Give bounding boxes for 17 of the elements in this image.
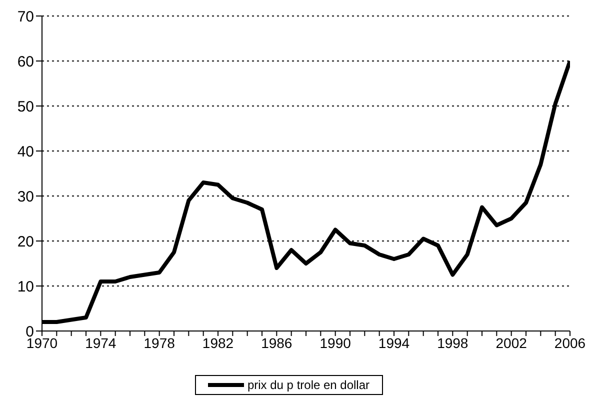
y-tick-label: 10 bbox=[17, 278, 34, 296]
x-tick-label: 2006 bbox=[554, 334, 586, 351]
x-tick-label: 2002 bbox=[496, 334, 528, 351]
y-tick-label: 20 bbox=[17, 233, 34, 250]
legend-label: prix du p trole en dollar bbox=[247, 378, 370, 392]
x-tick-label: 1998 bbox=[437, 334, 468, 351]
y-tick-label: 50 bbox=[17, 98, 34, 116]
x-tick-label: 1978 bbox=[144, 334, 176, 351]
y-tick-label: 70 bbox=[17, 8, 34, 26]
y-tick-label: 60 bbox=[17, 53, 34, 70]
x-tick-label: 1982 bbox=[202, 334, 234, 351]
x-tick-label: 1994 bbox=[378, 334, 410, 351]
y-tick-label: 40 bbox=[17, 143, 34, 160]
x-tick-label: 1990 bbox=[320, 334, 352, 351]
x-tick-label: 1974 bbox=[85, 334, 116, 351]
x-tick-label: 1986 bbox=[261, 334, 292, 351]
y-tick-label: 30 bbox=[17, 188, 34, 206]
